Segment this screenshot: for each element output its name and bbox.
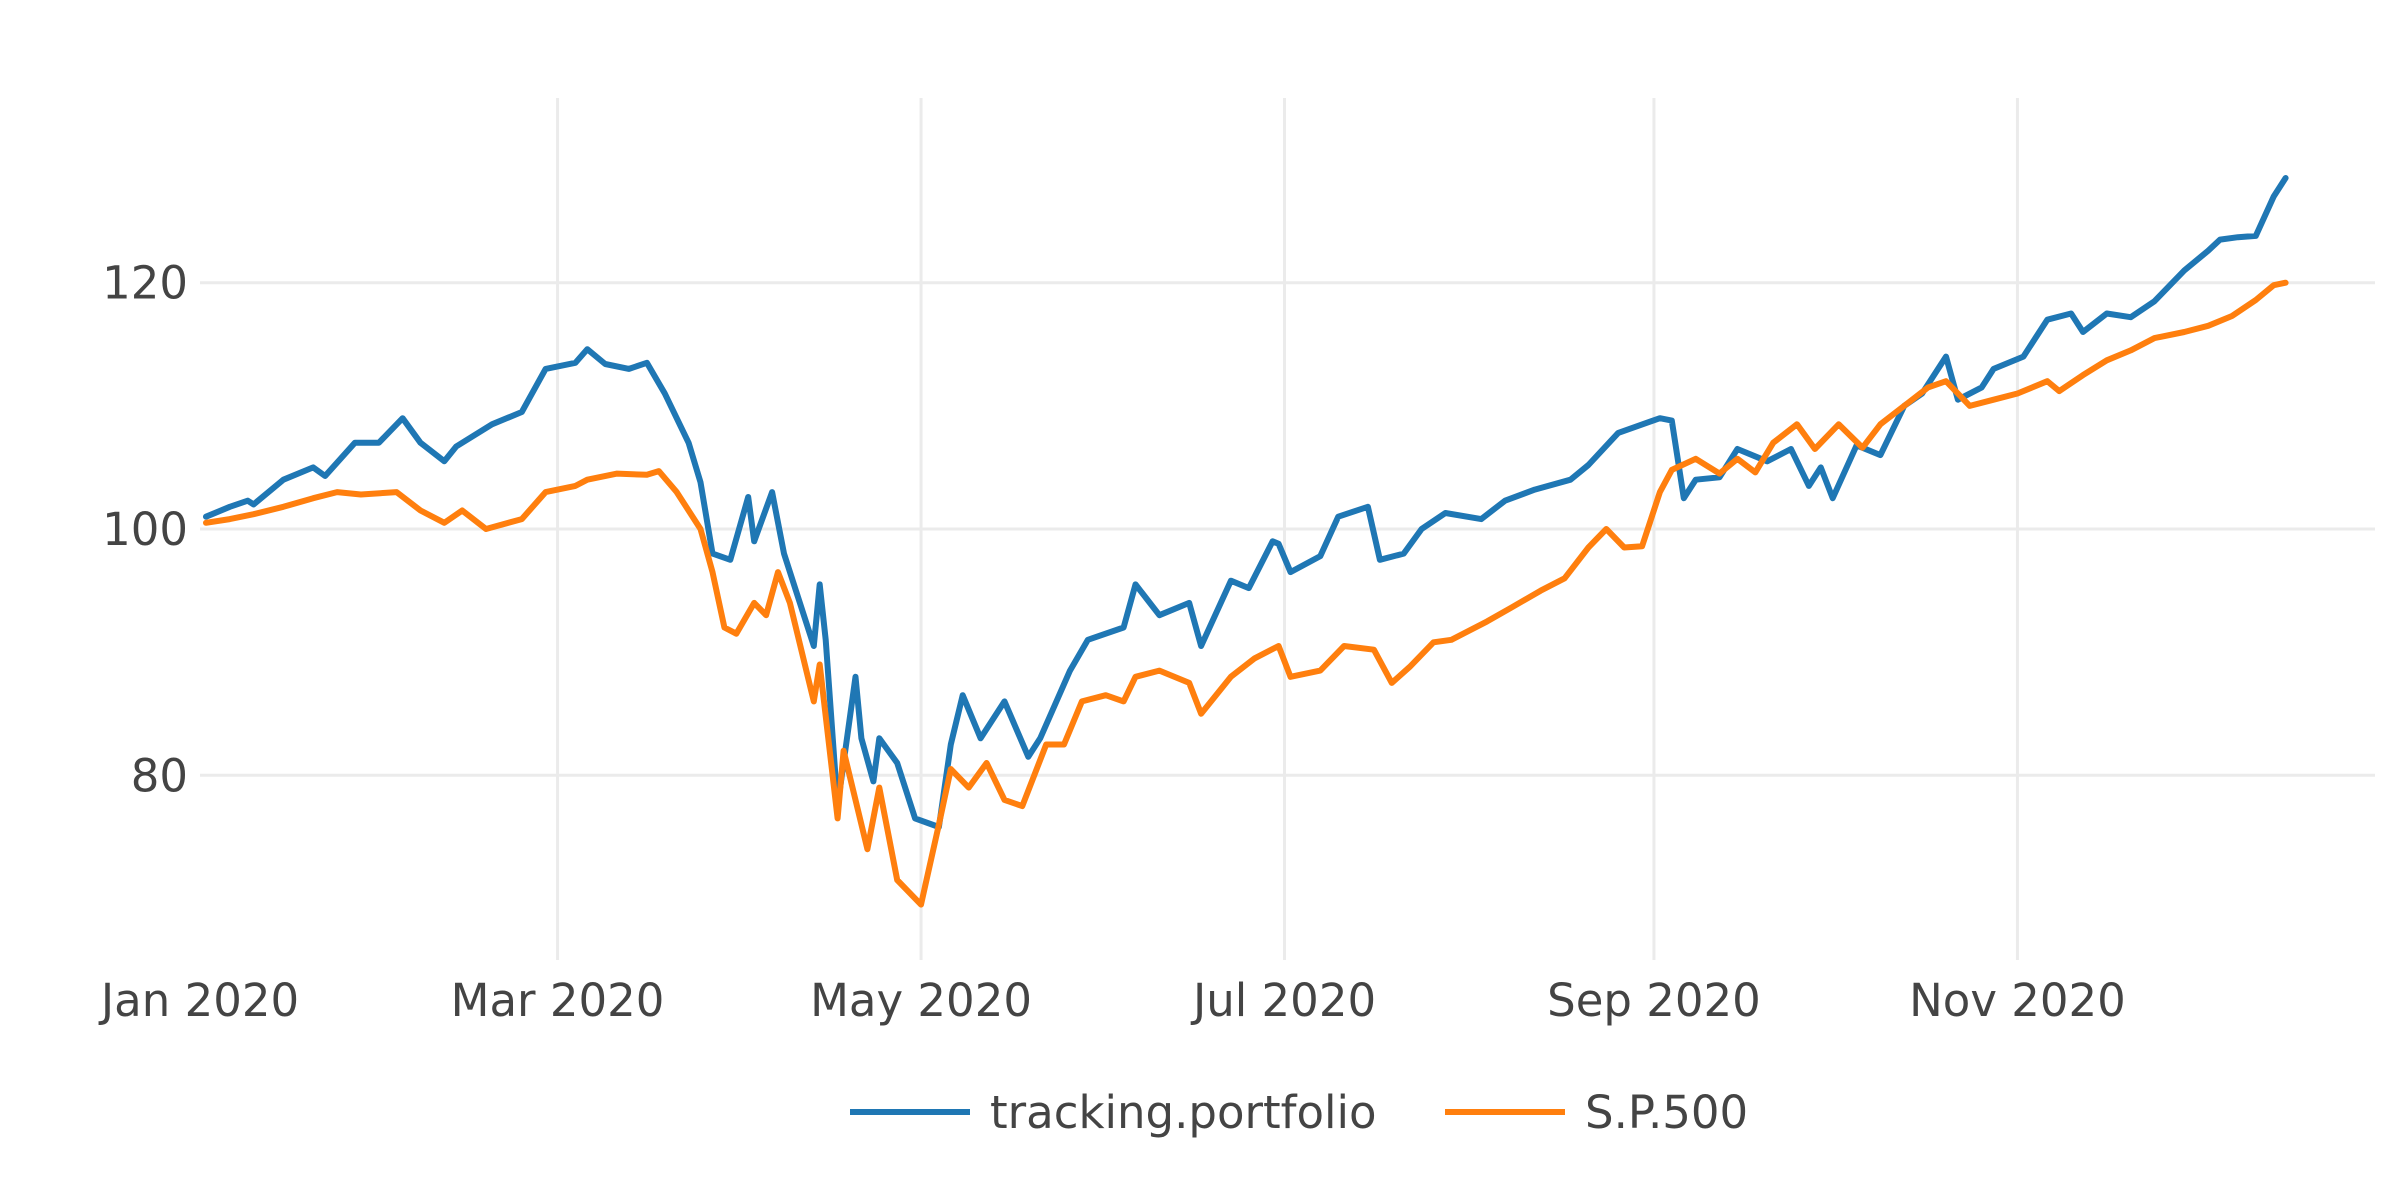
series-line-0	[203, 175, 2289, 830]
x-axis-tick-labels: Jan 2020 Mar 2020 May 2020 Jul 2020 Sep 2020…	[98, 974, 2126, 1027]
x-tick-label-2: May 2020	[810, 974, 1032, 1027]
series-lines	[203, 175, 2289, 908]
y-axis-tick-labels: 80 100 120	[102, 257, 188, 803]
x-tick-label-4: Sep 2020	[1547, 974, 1761, 1027]
legend-label-0: tracking.portfolio	[990, 1086, 1377, 1139]
x-tick-label-5: Nov 2020	[1909, 974, 2126, 1027]
legend-label-1: S.P.500	[1585, 1086, 1748, 1139]
series-line-1	[203, 279, 2289, 908]
x-tick-label-0: Jan 2020	[98, 974, 299, 1027]
legend[interactable]: tracking.portfolio S.P.500	[850, 1086, 1748, 1139]
y-tick-label-80: 80	[131, 749, 188, 802]
y-gridlines	[200, 281, 2375, 777]
x-tick-label-3: Jul 2020	[1190, 974, 1376, 1027]
x-tick-label-1: Mar 2020	[451, 974, 665, 1027]
y-tick-label-100: 100	[102, 503, 188, 556]
legend-item-0[interactable]: tracking.portfolio	[850, 1086, 1377, 1139]
legend-item-1[interactable]: S.P.500	[1445, 1086, 1748, 1139]
y-tick-label-120: 120	[102, 257, 188, 310]
